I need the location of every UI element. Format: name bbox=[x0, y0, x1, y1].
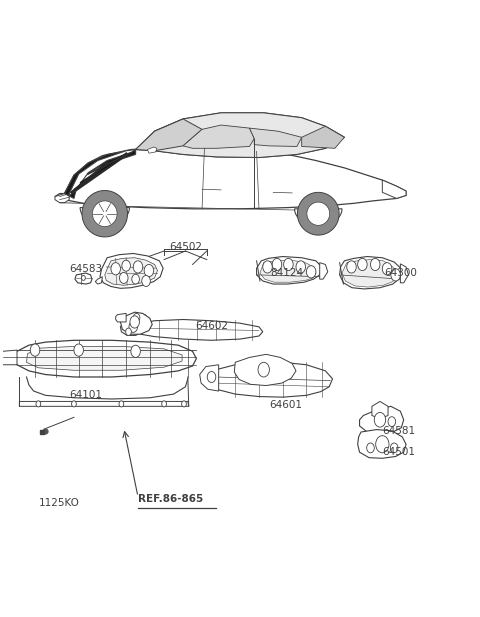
Polygon shape bbox=[298, 193, 339, 235]
Polygon shape bbox=[200, 365, 219, 391]
Circle shape bbox=[258, 362, 269, 377]
Text: 84124: 84124 bbox=[270, 268, 303, 278]
Circle shape bbox=[122, 260, 131, 271]
Polygon shape bbox=[55, 146, 406, 209]
Circle shape bbox=[162, 401, 167, 407]
Circle shape bbox=[371, 259, 380, 271]
Polygon shape bbox=[55, 194, 69, 203]
Text: 64581: 64581 bbox=[383, 426, 416, 436]
Circle shape bbox=[390, 443, 398, 453]
Polygon shape bbox=[26, 346, 182, 370]
Polygon shape bbox=[64, 149, 136, 199]
Circle shape bbox=[306, 266, 316, 278]
Text: 64601: 64601 bbox=[269, 400, 302, 410]
Polygon shape bbox=[320, 263, 328, 279]
Polygon shape bbox=[360, 407, 404, 434]
Circle shape bbox=[347, 261, 356, 273]
Text: 64101: 64101 bbox=[69, 391, 102, 400]
Polygon shape bbox=[136, 113, 344, 157]
Circle shape bbox=[132, 275, 139, 284]
Circle shape bbox=[119, 401, 124, 407]
Polygon shape bbox=[208, 362, 333, 397]
Text: 64502: 64502 bbox=[169, 242, 202, 252]
Polygon shape bbox=[96, 276, 102, 284]
Polygon shape bbox=[13, 341, 196, 377]
Polygon shape bbox=[147, 147, 157, 153]
Circle shape bbox=[126, 328, 132, 336]
Circle shape bbox=[376, 436, 389, 453]
Polygon shape bbox=[93, 201, 117, 226]
Polygon shape bbox=[19, 402, 189, 407]
Circle shape bbox=[181, 401, 186, 407]
Polygon shape bbox=[136, 119, 202, 151]
Polygon shape bbox=[100, 254, 163, 288]
Circle shape bbox=[111, 263, 120, 275]
Text: 64300: 64300 bbox=[384, 268, 417, 278]
Polygon shape bbox=[234, 354, 296, 386]
Polygon shape bbox=[400, 264, 408, 283]
Circle shape bbox=[129, 321, 138, 333]
Polygon shape bbox=[340, 257, 401, 289]
Polygon shape bbox=[155, 113, 344, 157]
Polygon shape bbox=[372, 402, 388, 418]
Polygon shape bbox=[301, 126, 344, 148]
Polygon shape bbox=[307, 202, 330, 225]
Circle shape bbox=[383, 263, 392, 275]
Text: 64602: 64602 bbox=[195, 321, 228, 331]
Circle shape bbox=[120, 273, 128, 283]
Polygon shape bbox=[183, 125, 254, 148]
Circle shape bbox=[388, 416, 396, 426]
Polygon shape bbox=[126, 313, 148, 323]
Circle shape bbox=[367, 443, 374, 453]
Circle shape bbox=[284, 259, 293, 271]
Polygon shape bbox=[295, 209, 342, 226]
Circle shape bbox=[72, 401, 76, 407]
Polygon shape bbox=[260, 260, 316, 282]
Polygon shape bbox=[257, 257, 322, 284]
Circle shape bbox=[36, 401, 41, 407]
Polygon shape bbox=[120, 320, 145, 336]
Polygon shape bbox=[358, 429, 406, 458]
Circle shape bbox=[272, 259, 282, 271]
Text: 64583: 64583 bbox=[69, 263, 102, 274]
Polygon shape bbox=[0, 350, 17, 365]
Circle shape bbox=[142, 275, 150, 286]
Circle shape bbox=[131, 345, 140, 357]
Polygon shape bbox=[120, 312, 152, 334]
Text: 1125KO: 1125KO bbox=[39, 498, 80, 508]
Polygon shape bbox=[116, 313, 126, 322]
Circle shape bbox=[82, 275, 85, 280]
Polygon shape bbox=[75, 273, 92, 284]
Circle shape bbox=[374, 412, 385, 427]
Circle shape bbox=[130, 316, 139, 328]
Circle shape bbox=[358, 259, 367, 271]
Circle shape bbox=[263, 261, 272, 273]
Polygon shape bbox=[80, 207, 130, 225]
Circle shape bbox=[133, 313, 140, 322]
Polygon shape bbox=[250, 128, 301, 146]
Polygon shape bbox=[383, 180, 406, 199]
Text: 64501: 64501 bbox=[383, 447, 415, 457]
Circle shape bbox=[133, 261, 143, 273]
Polygon shape bbox=[105, 258, 157, 285]
Circle shape bbox=[74, 344, 84, 356]
Circle shape bbox=[30, 344, 40, 356]
Circle shape bbox=[144, 265, 154, 276]
Polygon shape bbox=[137, 320, 263, 341]
Polygon shape bbox=[342, 260, 396, 287]
Circle shape bbox=[296, 261, 305, 273]
Circle shape bbox=[391, 269, 400, 281]
Circle shape bbox=[207, 371, 216, 383]
Text: REF.86-865: REF.86-865 bbox=[138, 494, 203, 504]
Polygon shape bbox=[69, 149, 136, 196]
Polygon shape bbox=[82, 191, 128, 237]
